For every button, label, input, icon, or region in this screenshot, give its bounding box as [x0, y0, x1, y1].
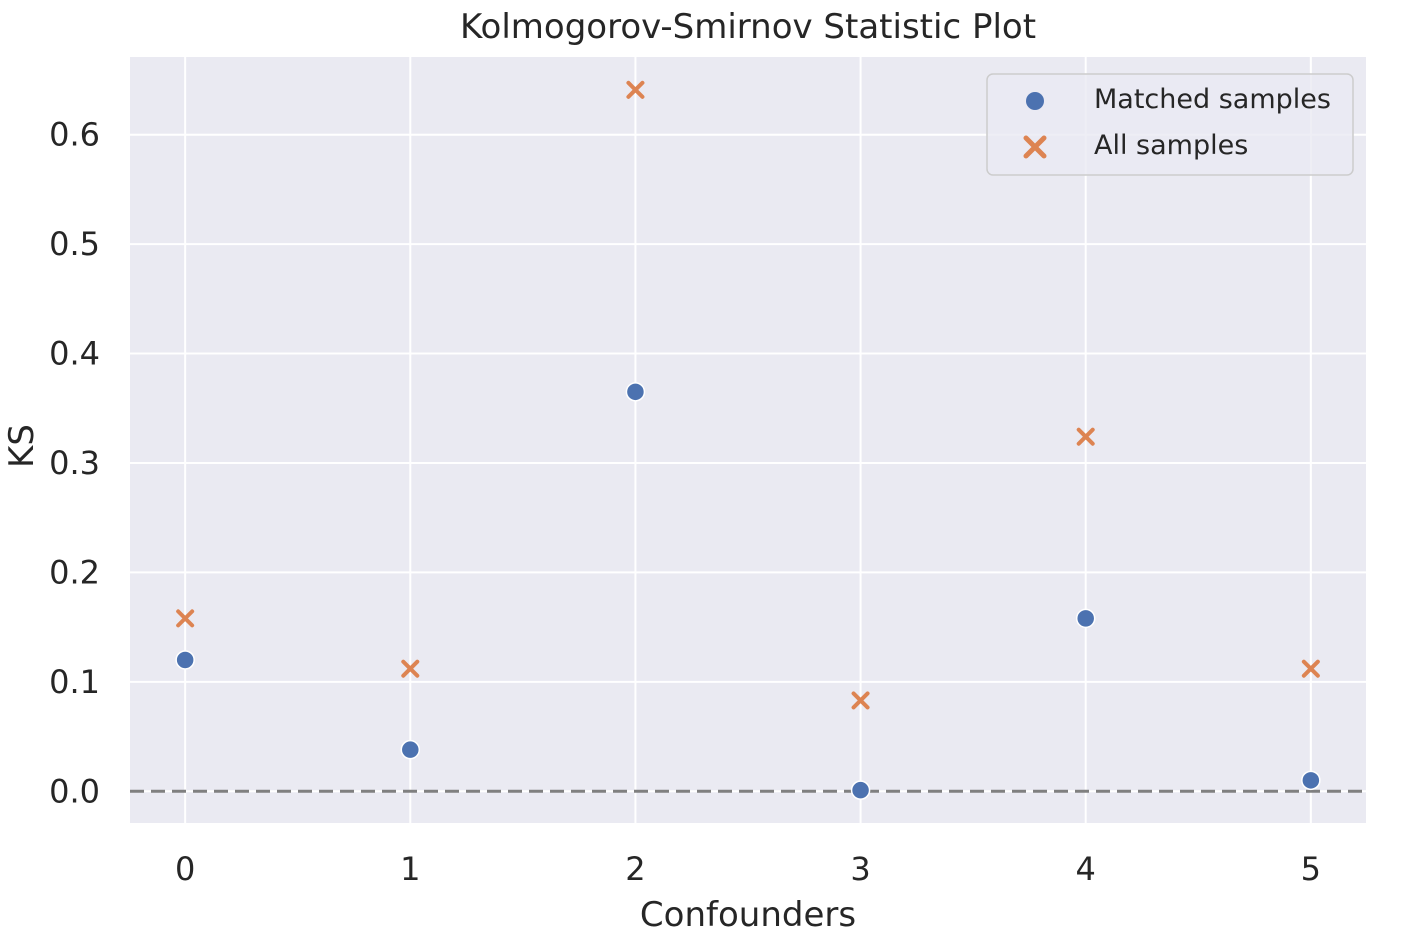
x-tick-label: 5 [1301, 850, 1321, 888]
point-all-samples [401, 659, 420, 678]
point-matched-samples [400, 739, 421, 760]
y-tick-label: 0.5 [49, 225, 100, 263]
point-all-samples [626, 80, 645, 99]
plot-area [130, 57, 1366, 823]
legend-label-all: All samples [1094, 130, 1248, 161]
y-tick-label: 0.3 [49, 444, 100, 482]
x-tick-label: 0 [175, 850, 195, 888]
data-points [175, 80, 1321, 800]
x-tick-label: 1 [400, 850, 420, 888]
point-matched-samples [1075, 608, 1096, 629]
point-matched-samples [625, 382, 646, 402]
chart-title: Kolmogorov-Smirnov Statistic Plot [460, 7, 1036, 47]
y-tick-label: 0.6 [49, 116, 100, 154]
y-tick-labels: 0.0 0.1 0.2 0.3 0.4 0.5 0.6 [49, 116, 100, 811]
point-matched-samples [850, 780, 871, 800]
legend-marker-matched [1026, 92, 1044, 110]
legend: Matched samples All samples [986, 73, 1354, 176]
y-tick-label: 0.0 [49, 772, 100, 810]
point-all-samples [1301, 659, 1320, 678]
x-tick-label: 3 [850, 850, 870, 888]
y-tick-label: 0.1 [49, 663, 100, 701]
legend-marker-all [1023, 135, 1047, 159]
legend-box [986, 73, 1354, 176]
point-all-samples [176, 609, 195, 628]
x-axis-label: Confounders [640, 895, 856, 935]
y-axis-label: KS [2, 424, 42, 468]
point-all-samples [1076, 427, 1095, 446]
x-tick-label: 2 [625, 850, 645, 888]
x-tick-label: 4 [1076, 850, 1096, 888]
y-tick-label: 0.2 [49, 553, 100, 591]
x-tick-labels: 0 1 2 3 4 5 [175, 850, 1321, 888]
point-matched-samples [1301, 770, 1321, 791]
point-all-samples [851, 691, 870, 710]
y-tick-label: 0.4 [49, 335, 100, 373]
point-matched-samples [175, 650, 195, 670]
legend-label-matched: Matched samples [1094, 84, 1331, 115]
